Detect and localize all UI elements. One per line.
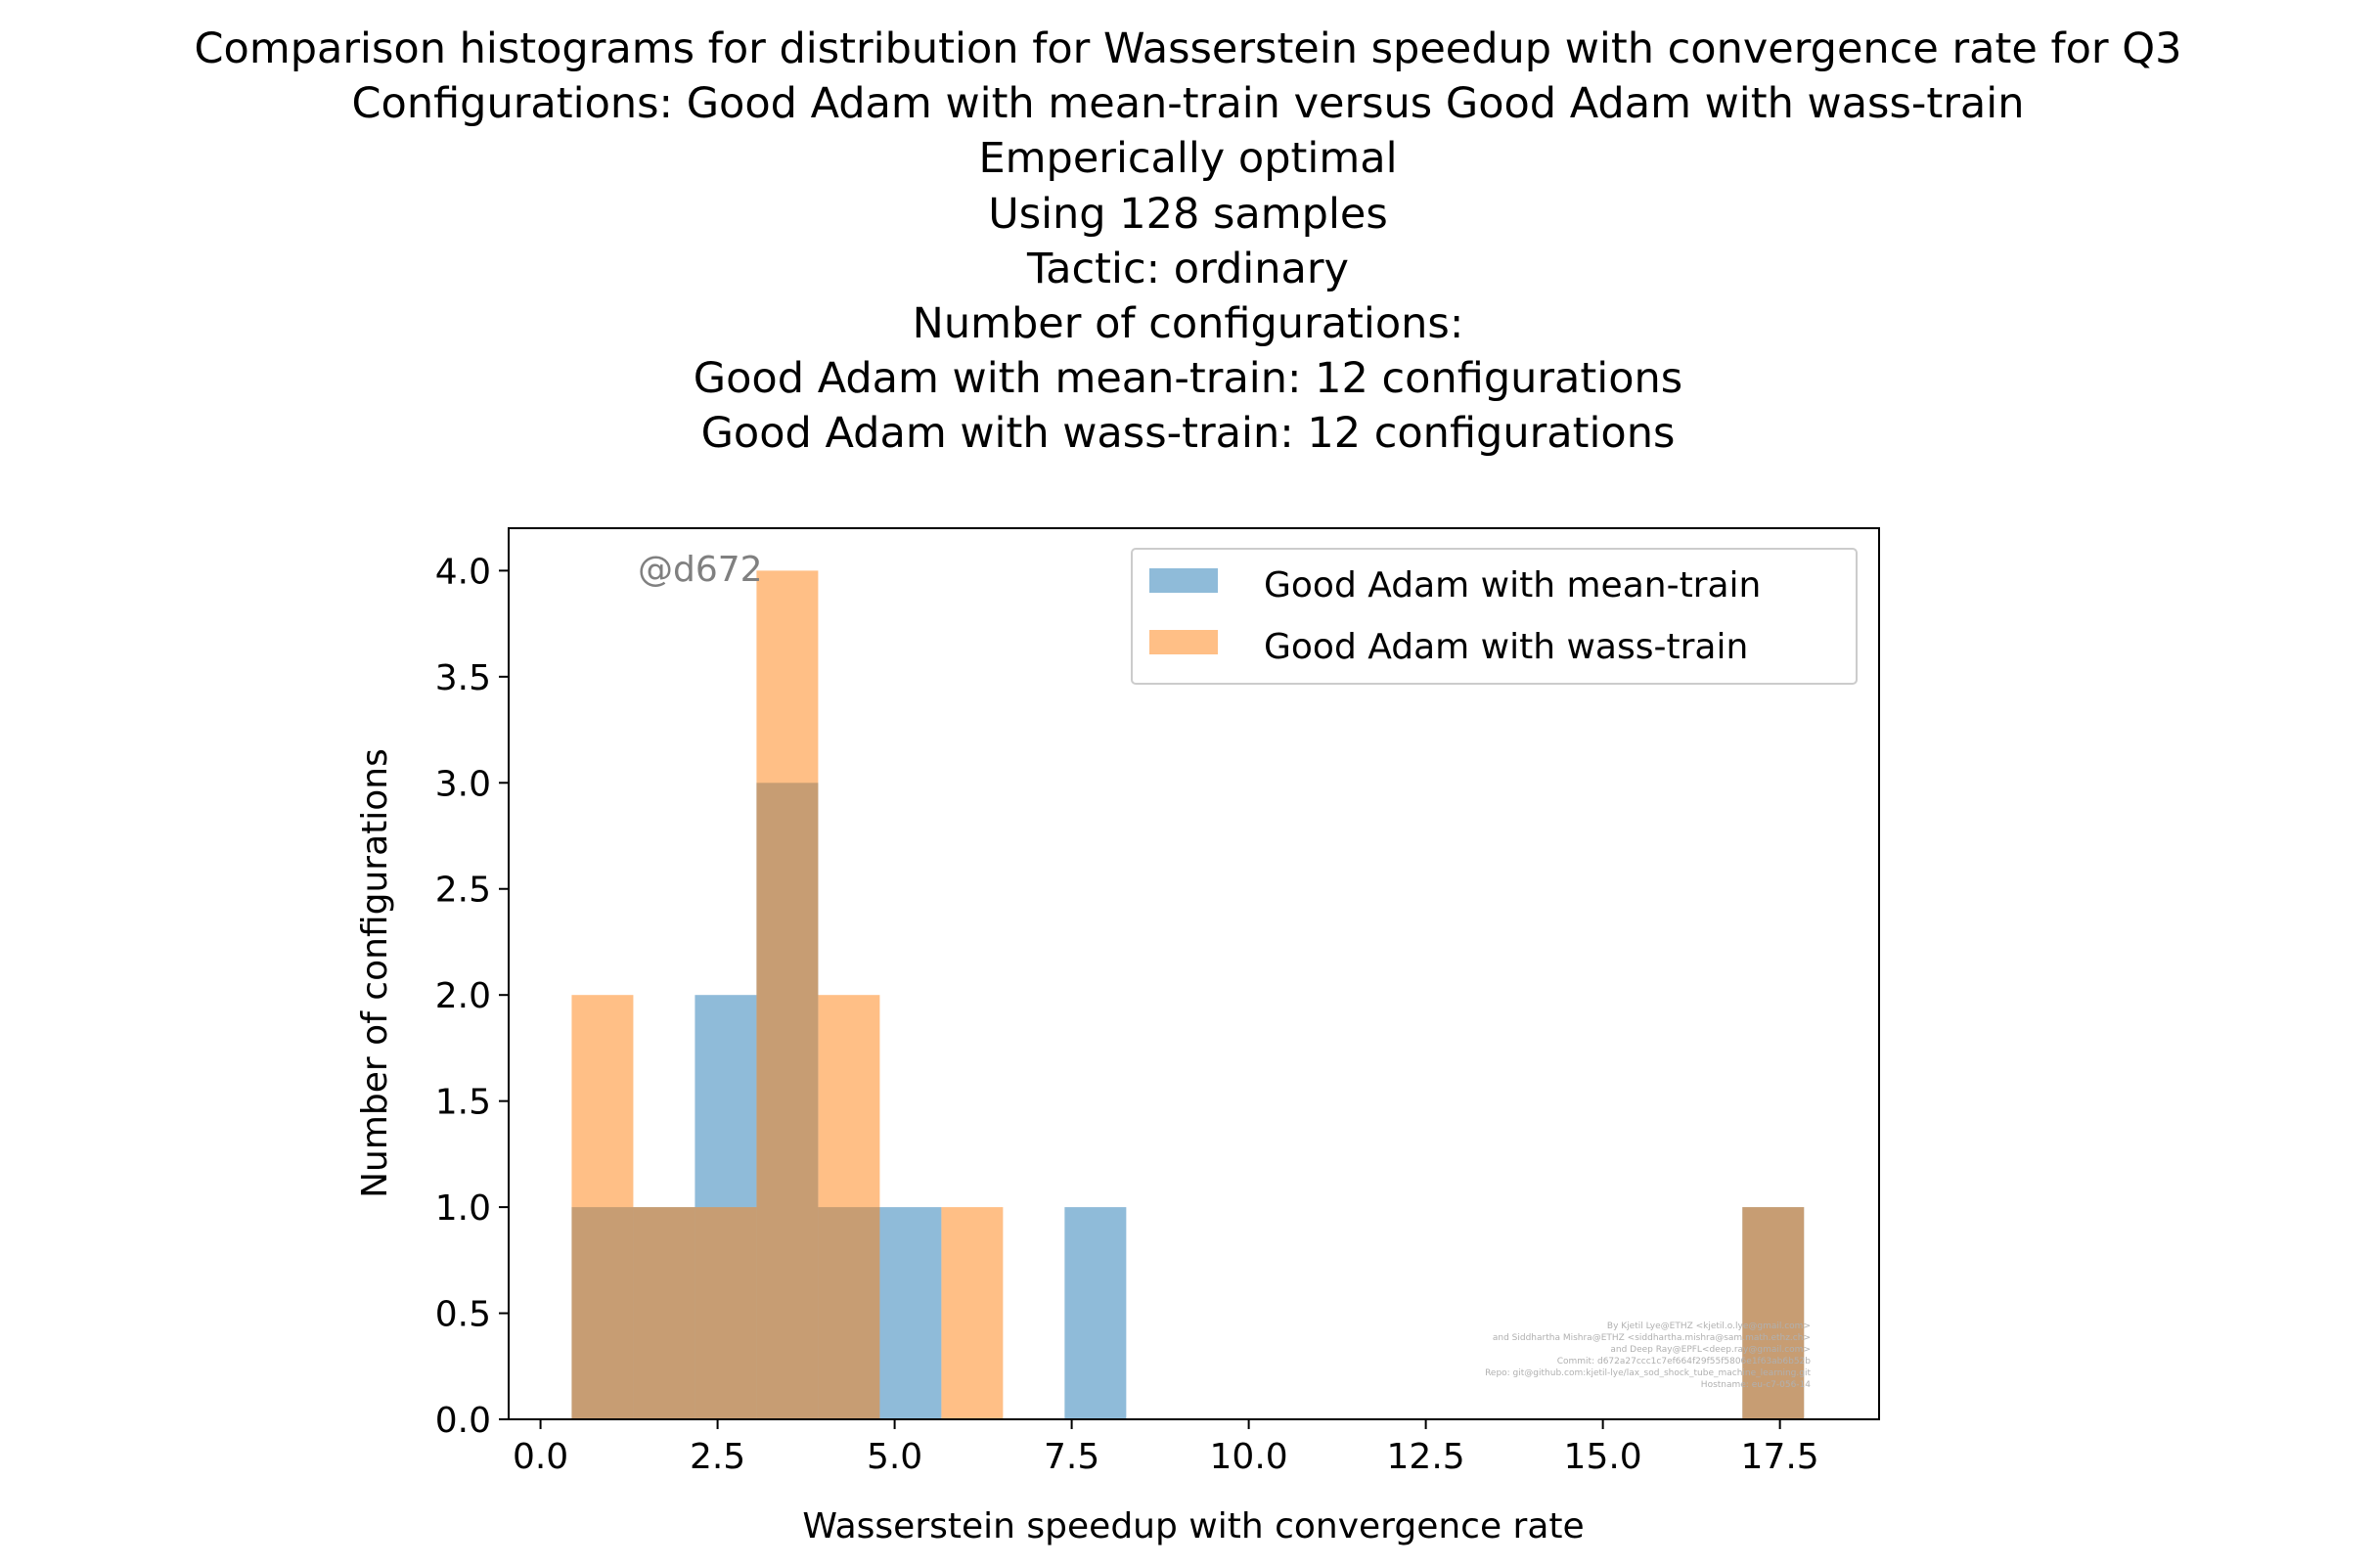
x-tick-label: 2.5 bbox=[690, 1437, 745, 1477]
histogram-bar bbox=[941, 1207, 1004, 1419]
title-line: Comparison histograms for distribution f… bbox=[194, 24, 2182, 73]
x-tick-label: 0.0 bbox=[513, 1437, 568, 1477]
chart-title: Comparison histograms for distribution f… bbox=[0, 22, 2376, 462]
credit-line: By Kjetil Lye@ETHZ <kjetil.o.lye@gmail.c… bbox=[1607, 1322, 1811, 1331]
histogram-bar bbox=[695, 1207, 757, 1419]
histogram-bar bbox=[571, 995, 634, 1419]
histogram-bar bbox=[1742, 1207, 1805, 1419]
y-tick-label: 4.0 bbox=[435, 552, 491, 592]
x-tick-label: 7.5 bbox=[1044, 1437, 1099, 1477]
legend-swatch-mean-train bbox=[1149, 568, 1218, 593]
histogram-bar bbox=[879, 1207, 942, 1419]
credit-line: Hostname: eu-c7-056-14 bbox=[1701, 1380, 1811, 1390]
y-tick-label: 0.0 bbox=[435, 1401, 491, 1441]
x-axis-label: Wasserstein speedup with convergence rat… bbox=[802, 1506, 1584, 1546]
x-tick-label: 10.0 bbox=[1210, 1437, 1288, 1477]
title-line: Good Adam with wass-train: 12 configurat… bbox=[700, 409, 1676, 459]
title-line: Emperically optimal bbox=[978, 134, 1398, 184]
y-tick-label: 2.0 bbox=[435, 976, 491, 1016]
y-tick-label: 1.5 bbox=[435, 1083, 491, 1123]
histogram-bar bbox=[756, 570, 819, 1419]
histogram-bar bbox=[818, 995, 880, 1419]
x-tick-label: 15.0 bbox=[1564, 1437, 1642, 1477]
credit-line: and Deep Ray@EPFL<deep.ray@gmail.com> bbox=[1610, 1345, 1811, 1355]
y-tick-label: 3.5 bbox=[435, 658, 491, 698]
credit-line: Repo: git@github.com:kjetil-lye/lax_sod_… bbox=[1485, 1368, 1811, 1378]
x-tick-label: 17.5 bbox=[1741, 1437, 1819, 1477]
x-tick-label: 12.5 bbox=[1387, 1437, 1465, 1477]
title-line: Using 128 samples bbox=[988, 189, 1388, 239]
legend-box bbox=[1131, 548, 1858, 685]
bars-layer bbox=[571, 570, 1805, 1419]
y-axis-label: Number of configurations bbox=[355, 748, 395, 1198]
legend-label-mean-train: Good Adam with mean-train bbox=[1264, 565, 1761, 605]
title-line: Configurations: Good Adam with mean-trai… bbox=[351, 79, 2025, 129]
y-tick-label: 3.0 bbox=[435, 764, 491, 804]
title-line: Good Adam with mean-train: 12 configurat… bbox=[693, 354, 1683, 404]
legend-swatch-wass-train bbox=[1149, 630, 1218, 654]
y-tick-label: 2.5 bbox=[435, 871, 491, 911]
plot-frame bbox=[508, 527, 1880, 1420]
y-tick-label: 0.5 bbox=[435, 1295, 491, 1335]
histogram-bar bbox=[1064, 1207, 1127, 1419]
histogram-bar bbox=[633, 1207, 695, 1419]
credit-line: and Siddhartha Mishra@ETHZ <siddhartha.m… bbox=[1493, 1333, 1811, 1343]
credits-block: By Kjetil Lye@ETHZ <kjetil.o.lye@gmail.c… bbox=[1485, 1322, 1811, 1390]
credit-line: Commit: d672a27ccc1c7ef664f29f55f5806e1f… bbox=[1557, 1357, 1812, 1366]
legend-label-wass-train: Good Adam with wass-train bbox=[1264, 627, 1748, 667]
ticks-layer: 0.0 2.5 5.0 7.5 10.0 12.5 15.0 17.5 0.0 0.5 1.0 1.5… bbox=[435, 552, 1819, 1477]
watermark: @d672 bbox=[638, 550, 763, 590]
y-tick-label: 1.0 bbox=[435, 1188, 491, 1229]
title-line: Number of configurations: bbox=[912, 299, 1464, 349]
x-tick-label: 5.0 bbox=[867, 1437, 922, 1477]
title-line: Tactic: ordinary bbox=[1027, 244, 1349, 293]
legend: Good Adam with mean-train Good Adam with… bbox=[1131, 548, 1858, 685]
